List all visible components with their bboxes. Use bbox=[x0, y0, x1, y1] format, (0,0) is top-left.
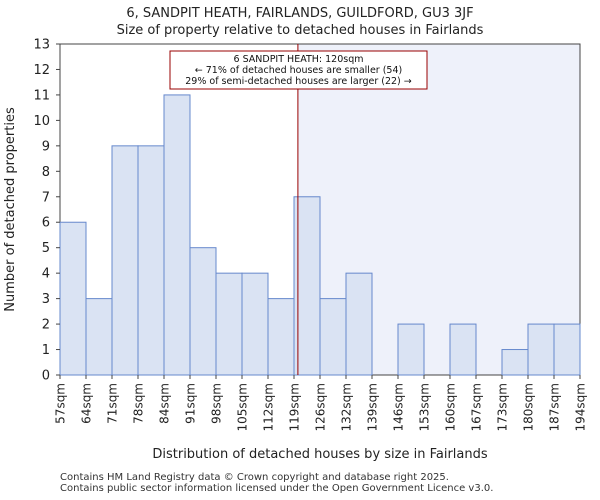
x-tick-label: 153sqm bbox=[418, 383, 432, 431]
histogram-bar bbox=[163, 94, 191, 376]
y-tick-label: 3 bbox=[42, 292, 50, 307]
chart-title-address: 6, SANDPIT HEATH, FAIRLANDS, GUILDFORD, … bbox=[126, 6, 474, 21]
x-tick-label: 126sqm bbox=[314, 383, 328, 431]
x-tick-label: 132sqm bbox=[340, 383, 354, 431]
histogram-bar bbox=[241, 272, 269, 376]
y-tick-label: 2 bbox=[42, 318, 50, 333]
x-tick-label: 119sqm bbox=[288, 383, 302, 431]
histogram-bar bbox=[189, 247, 217, 376]
histogram-bar bbox=[111, 145, 139, 376]
x-tick-label: 167sqm bbox=[470, 383, 484, 431]
y-tick-label: 4 bbox=[42, 267, 50, 282]
y-tick-label: 13 bbox=[33, 38, 50, 53]
x-tick-label: 180sqm bbox=[522, 383, 536, 431]
x-tick-label: 139sqm bbox=[366, 383, 380, 431]
y-tick-label: 9 bbox=[42, 139, 50, 154]
histogram-bar bbox=[267, 298, 295, 376]
annotation-line-2: ← 71% of detached houses are smaller (54… bbox=[195, 65, 402, 76]
x-tick-label: 98sqm bbox=[210, 383, 224, 424]
x-tick-label: 84sqm bbox=[158, 383, 172, 424]
x-tick-label: 78sqm bbox=[132, 383, 146, 424]
y-tick-label: 11 bbox=[33, 88, 50, 103]
x-axis-title: Distribution of detached houses by size … bbox=[152, 447, 488, 462]
histogram-bar bbox=[59, 221, 87, 376]
histogram-bar bbox=[527, 323, 555, 376]
x-tick-label: 187sqm bbox=[548, 383, 562, 431]
x-tick-label: 91sqm bbox=[184, 383, 198, 424]
footer-copyright: Contains HM Land Registry data © Crown c… bbox=[60, 472, 449, 483]
histogram-bar bbox=[345, 272, 373, 376]
chart-subtitle: Size of property relative to detached ho… bbox=[116, 23, 484, 38]
histogram-bar bbox=[449, 323, 477, 376]
y-axis-title: Number of detached properties bbox=[3, 107, 18, 312]
annotation-line-3: 29% of semi-detached houses are larger (… bbox=[185, 76, 412, 87]
y-tick-label: 8 bbox=[42, 165, 50, 180]
y-tick-label: 0 bbox=[42, 369, 50, 384]
histogram-bar bbox=[319, 298, 347, 376]
y-tick-label: 10 bbox=[33, 114, 50, 129]
x-tick-label: 105sqm bbox=[236, 383, 250, 431]
x-tick-label: 173sqm bbox=[496, 383, 510, 431]
histogram-bar bbox=[85, 298, 113, 376]
x-tick-label: 64sqm bbox=[80, 383, 94, 424]
footer-licence: Contains public sector information licen… bbox=[60, 483, 494, 494]
histogram-bar bbox=[501, 349, 529, 376]
x-tick-label: 71sqm bbox=[106, 383, 120, 424]
y-tick-label: 7 bbox=[42, 190, 50, 205]
annotation-box bbox=[169, 50, 428, 90]
histogram-bar bbox=[215, 272, 243, 376]
x-tick-label: 112sqm bbox=[262, 383, 276, 431]
x-tick-label: 146sqm bbox=[392, 383, 406, 431]
x-tick-label: 57sqm bbox=[54, 383, 68, 424]
x-tick-label: 160sqm bbox=[444, 383, 458, 431]
annotation-line-1: 6 SANDPIT HEATH: 120sqm bbox=[234, 54, 364, 65]
y-tick-label: 6 bbox=[42, 216, 50, 231]
histogram-bar bbox=[137, 145, 165, 376]
y-tick-label: 12 bbox=[33, 63, 50, 78]
x-tick-label: 194sqm bbox=[574, 383, 588, 431]
y-tick-label: 1 bbox=[42, 343, 50, 358]
histogram-bar bbox=[397, 323, 425, 376]
y-tick-label: 5 bbox=[42, 241, 50, 256]
histogram-bar bbox=[553, 323, 581, 376]
